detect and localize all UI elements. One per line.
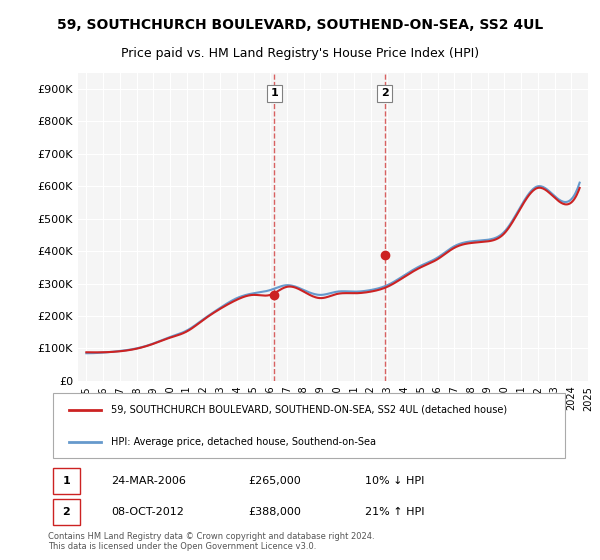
Text: 1: 1 (271, 88, 278, 98)
Text: Contains HM Land Registry data © Crown copyright and database right 2024.
This d: Contains HM Land Registry data © Crown c… (48, 532, 374, 552)
FancyBboxPatch shape (53, 468, 80, 494)
Text: 24-MAR-2006: 24-MAR-2006 (112, 476, 186, 486)
Text: 59, SOUTHCHURCH BOULEVARD, SOUTHEND-ON-SEA, SS2 4UL (detached house): 59, SOUTHCHURCH BOULEVARD, SOUTHEND-ON-S… (112, 404, 508, 414)
Text: 1: 1 (62, 476, 70, 486)
Text: 10% ↓ HPI: 10% ↓ HPI (365, 476, 424, 486)
Text: £388,000: £388,000 (248, 507, 302, 517)
Text: 21% ↑ HPI: 21% ↑ HPI (365, 507, 424, 517)
Text: 59, SOUTHCHURCH BOULEVARD, SOUTHEND-ON-SEA, SS2 4UL: 59, SOUTHCHURCH BOULEVARD, SOUTHEND-ON-S… (57, 18, 543, 32)
Text: 2: 2 (62, 507, 70, 517)
Text: 08-OCT-2012: 08-OCT-2012 (112, 507, 184, 517)
FancyBboxPatch shape (53, 393, 565, 458)
Text: HPI: Average price, detached house, Southend-on-Sea: HPI: Average price, detached house, Sout… (112, 437, 376, 447)
Text: 2: 2 (380, 88, 388, 98)
Text: Price paid vs. HM Land Registry's House Price Index (HPI): Price paid vs. HM Land Registry's House … (121, 48, 479, 60)
Text: £265,000: £265,000 (248, 476, 301, 486)
FancyBboxPatch shape (53, 499, 80, 525)
